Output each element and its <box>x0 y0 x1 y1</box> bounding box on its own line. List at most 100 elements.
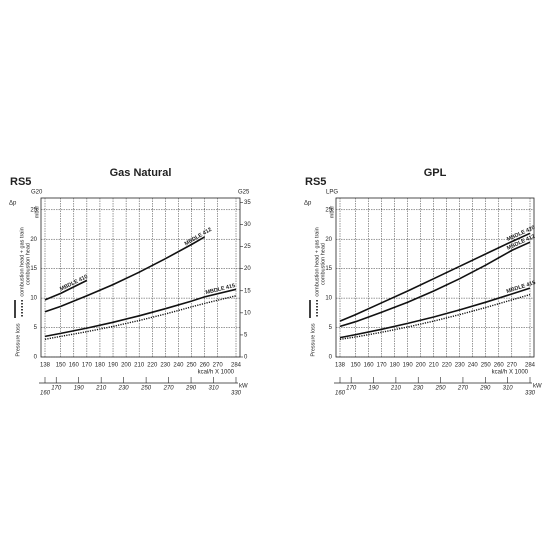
x-tick-label: 240 <box>173 363 184 369</box>
legend-unit: mbar <box>34 206 40 219</box>
x-axis-label: kcal/h X 1000 <box>492 370 529 376</box>
x-tick-label: 250 <box>187 363 198 369</box>
y-tick-label: 10 <box>325 296 332 302</box>
series-label: MBDLE 415 <box>205 283 236 296</box>
x-tick-label: 160 <box>364 363 375 369</box>
x-tick-label: 270 <box>213 363 224 369</box>
x-tick-label: 200 <box>121 363 132 369</box>
y-tick-label: 5 <box>34 325 38 331</box>
x-tick-label: 210 <box>429 363 440 369</box>
x2-tick-label: 160 <box>40 391 51 397</box>
y-tick-label: 0 <box>34 355 38 361</box>
x-tick-label: 250 <box>481 363 492 369</box>
x-tick-label: 270 <box>507 363 518 369</box>
legend-solid: combustion head + gas train <box>314 227 320 296</box>
series-line <box>339 232 531 322</box>
series-line <box>339 287 531 339</box>
x2-tick-label: 330 <box>525 391 536 397</box>
legend-delta: Δp <box>304 201 312 207</box>
x-tick-label: 150 <box>351 363 362 369</box>
y-tick-label: 20 <box>30 237 37 243</box>
x2-tick-label: 330 <box>231 391 242 397</box>
x-tick-label: 160 <box>69 363 80 369</box>
y-axis-label: G20 <box>31 190 43 196</box>
x2-tick-label: 290 <box>185 386 197 392</box>
plot-frame <box>40 197 241 358</box>
series-line <box>339 293 531 340</box>
caption: RS5 <box>305 176 326 188</box>
x2-tick-label: 310 <box>503 386 514 392</box>
x-tick-label: 180 <box>95 363 106 369</box>
series-line <box>44 295 237 340</box>
y2-tick-label: 10 <box>244 310 251 316</box>
y2-tick-label: 35 <box>244 200 251 206</box>
x-tick-label: 260 <box>494 363 505 369</box>
legend-delta: Δp <box>9 201 17 207</box>
x-tick-label: 170 <box>377 363 388 369</box>
x-tick-label: 210 <box>134 363 145 369</box>
y2-tick-label: 15 <box>244 288 251 294</box>
y-tick-label: 5 <box>329 325 333 331</box>
y2-tick-label: 0 <box>244 355 248 361</box>
x2-axis-label: kW <box>533 384 542 390</box>
series-line <box>44 288 237 338</box>
x-tick-label: 150 <box>56 363 67 369</box>
x-axis-label: kcal/h X 1000 <box>198 370 235 376</box>
x-tick-label: 230 <box>160 363 171 369</box>
y-tick-label: 15 <box>325 266 332 272</box>
x2-tick-label: 170 <box>346 386 357 392</box>
x2-tick-label: 190 <box>369 386 380 392</box>
legend-pressure: Pressure loss <box>310 323 316 357</box>
x-tick-label: 138 <box>335 363 346 369</box>
y-tick-label: 10 <box>30 296 37 302</box>
x-tick-label: 240 <box>468 363 479 369</box>
series-label: MBDLE 412 <box>184 227 213 247</box>
x2-tick-label: 190 <box>74 386 85 392</box>
y2-axis-label: G25 <box>238 190 250 196</box>
series-label: MBDLE 415 <box>506 280 537 295</box>
x-tick-label: 284 <box>231 363 242 369</box>
chart-title: Gas Natural <box>110 167 172 179</box>
y-tick-label: 15 <box>30 266 37 272</box>
chart-title: GPL <box>424 167 447 179</box>
x2-tick-label: 250 <box>140 386 152 392</box>
y-tick-label: 20 <box>325 237 332 243</box>
x2-tick-label: 170 <box>51 386 62 392</box>
x2-tick-label: 230 <box>118 386 130 392</box>
legend-unit: mbar <box>329 206 335 219</box>
x2-tick-label: 270 <box>163 386 175 392</box>
x-tick-label: 260 <box>200 363 211 369</box>
x2-tick-label: 270 <box>457 386 469 392</box>
series-line <box>44 236 206 313</box>
y-tick-label: 25 <box>30 207 37 213</box>
x-tick-label: 220 <box>442 363 453 369</box>
y2-tick-label: 25 <box>244 244 251 250</box>
legend-dotted: combustion head <box>320 243 326 285</box>
x-tick-label: 230 <box>455 363 466 369</box>
x2-tick-label: 250 <box>435 386 447 392</box>
y2-tick-label: 20 <box>244 266 251 272</box>
x2-tick-label: 310 <box>209 386 220 392</box>
x-tick-label: 170 <box>82 363 93 369</box>
x-tick-label: 284 <box>525 363 536 369</box>
caption: RS5 <box>10 176 31 188</box>
series-line <box>44 279 88 301</box>
x-tick-label: 190 <box>403 363 414 369</box>
x2-tick-label: 230 <box>412 386 424 392</box>
x2-tick-label: 210 <box>95 386 107 392</box>
y-tick-label: 0 <box>329 355 333 361</box>
y-tick-label: 25 <box>325 207 332 213</box>
y-axis-label: LPG <box>326 190 338 196</box>
x-tick-label: 180 <box>390 363 401 369</box>
y2-tick-label: 30 <box>244 222 251 228</box>
legend-pressure: Pressure loss <box>15 323 21 357</box>
x2-axis-label: kW <box>239 384 248 390</box>
x-tick-label: 138 <box>40 363 51 369</box>
x2-tick-label: 160 <box>335 391 346 397</box>
x-tick-label: 190 <box>108 363 119 369</box>
legend-solid: combustion head + gas train <box>19 227 25 296</box>
x-tick-label: 200 <box>416 363 427 369</box>
x2-tick-label: 290 <box>479 386 491 392</box>
